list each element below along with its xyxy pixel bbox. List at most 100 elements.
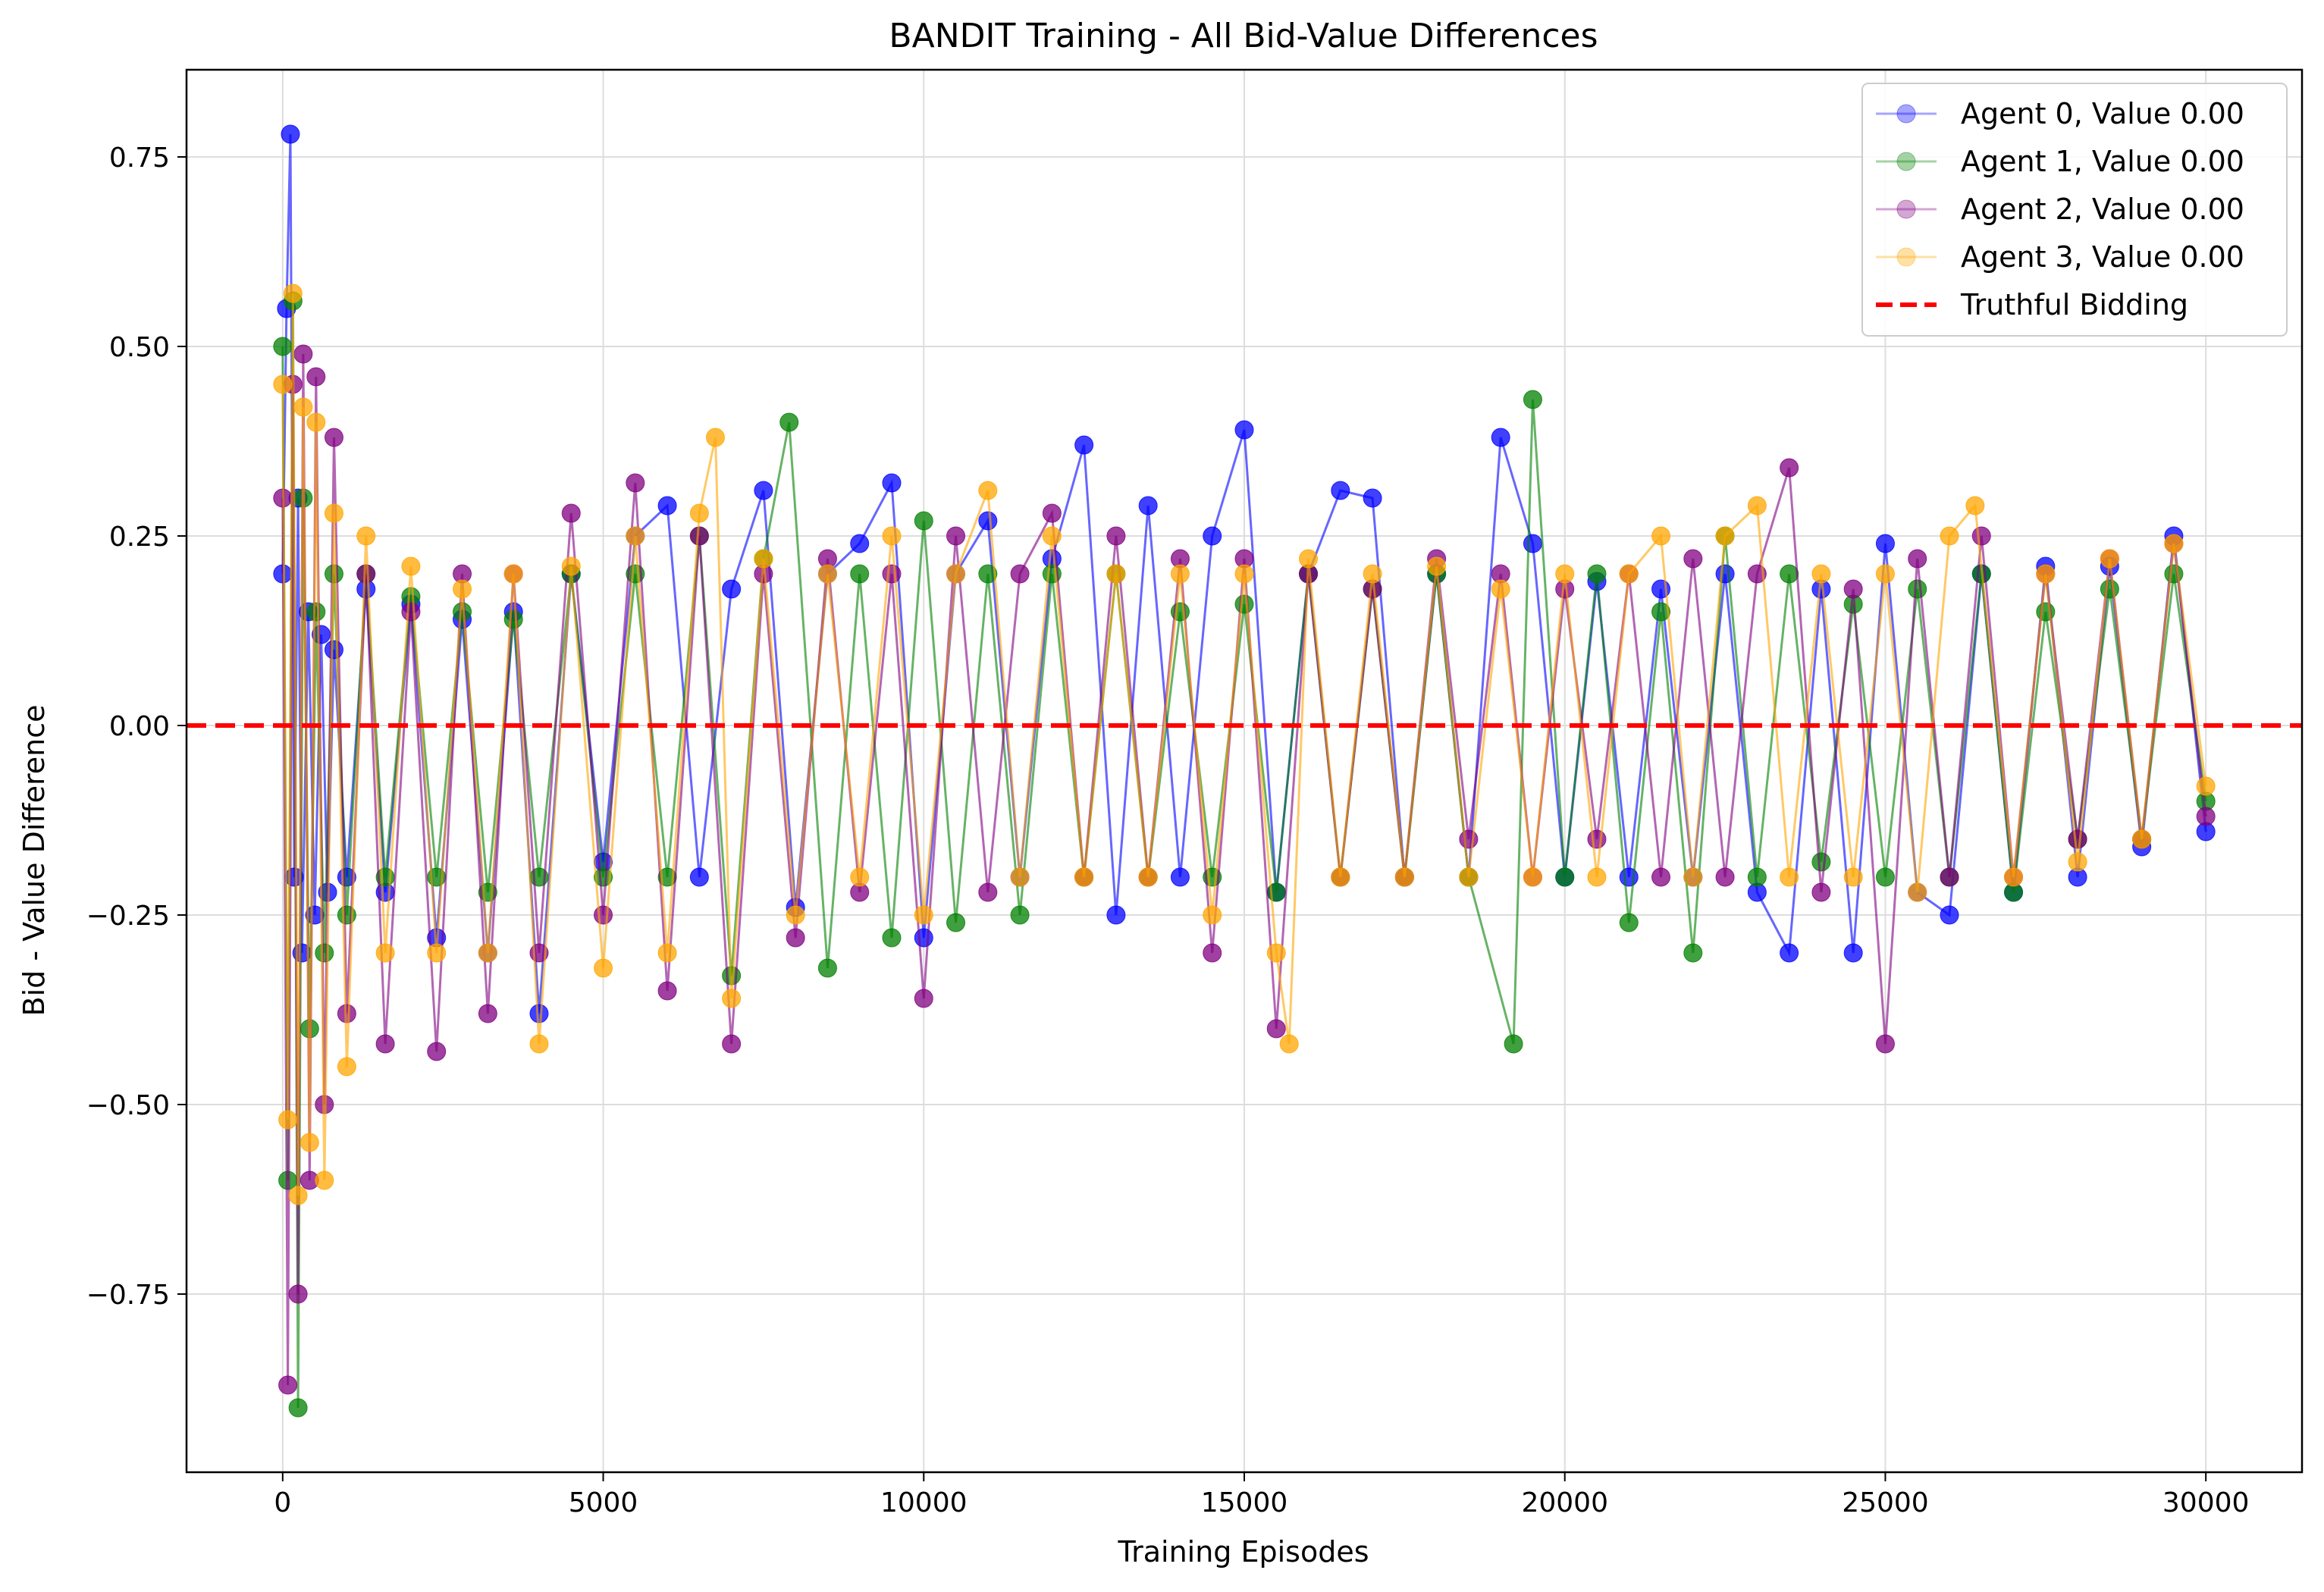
data-point (2132, 829, 2152, 849)
data-point (626, 473, 645, 493)
data-point (817, 564, 837, 584)
data-point (882, 928, 902, 948)
data-point (273, 374, 293, 394)
data-point (657, 496, 677, 516)
data-point (779, 412, 799, 432)
data-point (1587, 867, 1607, 887)
data-point (882, 564, 902, 584)
data-point (1683, 867, 1703, 887)
data-point (306, 602, 326, 622)
legend: Agent 0, Value 0.00 Agent 1, Value 0.00 Ag… (1861, 83, 2288, 337)
data-point (882, 473, 902, 493)
data-point (754, 481, 773, 500)
data-point (657, 943, 677, 963)
data-point (293, 344, 313, 364)
data-point (626, 526, 645, 546)
data-point (1010, 564, 1030, 584)
data-point (315, 943, 334, 963)
data-point (529, 1004, 549, 1023)
data-point (401, 556, 421, 576)
data-point (1683, 943, 1703, 963)
data-point (1363, 564, 1382, 584)
data-point (2196, 776, 2216, 796)
data-point (1780, 943, 1799, 963)
legend-label: Agent 1, Value 0.00 (1961, 145, 2244, 178)
data-point (281, 124, 300, 144)
y-tick-label: 0.50 (109, 332, 170, 363)
data-point (1780, 867, 1799, 887)
data-point (1010, 905, 1030, 925)
data-point (1875, 1034, 1895, 1054)
data-point (1811, 882, 1831, 902)
x-axis-label: Training Episodes (1117, 1535, 1369, 1568)
data-point (1427, 556, 1447, 576)
x-tick-label: 5000 (569, 1487, 638, 1518)
data-point (1491, 428, 1510, 447)
data-point (1010, 867, 1030, 887)
data-point (288, 1398, 308, 1418)
data-point (2100, 549, 2119, 569)
data-point (786, 905, 805, 925)
data-point (594, 958, 613, 978)
data-point (1908, 882, 1927, 902)
y-tick-label: 0.00 (109, 711, 170, 742)
data-point (1908, 549, 1927, 569)
legend-label: Agent 2, Value 0.00 (1961, 193, 2244, 226)
data-point (1266, 943, 1286, 963)
data-point (529, 1034, 549, 1054)
data-point (594, 905, 613, 925)
y-axis-label: Bid - Value Difference (17, 705, 51, 1017)
data-point (754, 549, 773, 569)
data-point (978, 882, 998, 902)
legend-box (1861, 83, 2288, 337)
data-point (356, 526, 376, 546)
data-point (1394, 867, 1414, 887)
data-point (561, 556, 581, 576)
plot-frame (185, 68, 2304, 1474)
data-point (2068, 852, 2087, 872)
data-point (453, 579, 472, 599)
data-point (817, 958, 837, 978)
data-point (283, 284, 303, 303)
data-point (1523, 534, 1542, 553)
data-point (1908, 579, 1927, 599)
data-point (1555, 867, 1575, 887)
data-point (1715, 526, 1735, 546)
data-point (1203, 943, 1222, 963)
data-point (1523, 390, 1542, 409)
data-point (1940, 526, 1959, 546)
data-point (288, 1186, 308, 1205)
data-point (1106, 564, 1126, 584)
series-layer (273, 124, 2216, 1418)
data-point (273, 337, 293, 356)
x-tick-label: 25000 (1842, 1487, 1929, 1518)
data-point (375, 943, 395, 963)
data-point (300, 1133, 319, 1152)
legend-label: Agent 0, Value 0.00 (1961, 97, 2244, 130)
data-point (914, 905, 933, 925)
data-point (1363, 488, 1382, 508)
data-point (946, 913, 966, 932)
x-tick-label: 0 (274, 1487, 291, 1518)
chart-title: BANDIT Training - All Bid-Value Differen… (889, 17, 1598, 55)
data-point (324, 640, 343, 660)
data-point (786, 928, 805, 948)
data-point (1203, 526, 1222, 546)
data-point (478, 1004, 497, 1023)
data-point (2004, 867, 2024, 887)
data-point (978, 511, 998, 531)
y-tick-label: 0.75 (109, 143, 170, 174)
data-point (1234, 594, 1254, 614)
data-point (1843, 943, 1863, 963)
data-point (337, 1057, 356, 1076)
data-point (1331, 481, 1350, 500)
data-point (2164, 564, 2184, 584)
data-point (1074, 435, 1094, 455)
data-point (722, 1034, 742, 1054)
data-point (1042, 526, 1062, 546)
data-point (1234, 420, 1254, 440)
x-tick-label: 20000 (1521, 1487, 1608, 1518)
data-point (657, 981, 677, 1001)
data-point (1843, 579, 1863, 599)
